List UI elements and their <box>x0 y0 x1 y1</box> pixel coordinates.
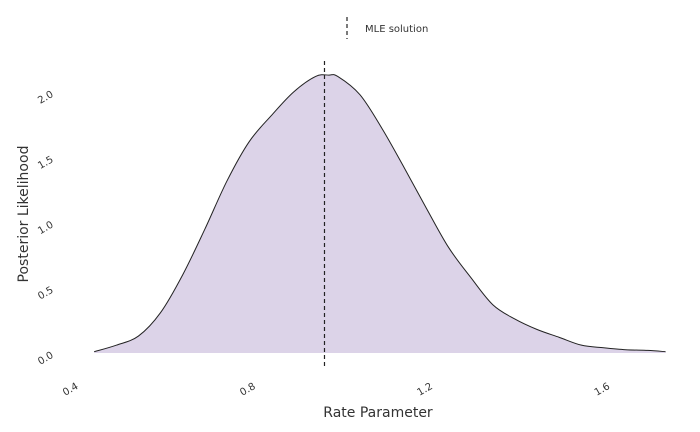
y-tick-label: 1.5 <box>36 154 55 171</box>
x-tick-label: 0.8 <box>238 381 257 398</box>
y-axis-ticks: 0.0 0.5 1.0 1.5 2.0 <box>36 89 55 367</box>
x-axis-title: Rate Parameter <box>323 405 433 421</box>
y-axis-title: Posterior Likelihood <box>16 146 32 283</box>
plot-area <box>94 58 666 366</box>
x-tick-label: 1.6 <box>593 381 612 398</box>
legend-label: MLE solution <box>365 24 428 35</box>
density-area <box>94 74 666 354</box>
x-tick-label: 0.4 <box>61 381 80 398</box>
x-tick-label: 1.2 <box>416 381 435 398</box>
x-axis-ticks: 0.4 0.8 1.2 1.6 <box>61 381 612 398</box>
legend: MLE solution <box>346 17 428 39</box>
y-tick-label: 0.5 <box>36 285 55 302</box>
y-tick-label: 0.0 <box>36 350 55 367</box>
density-line <box>94 74 666 353</box>
y-tick-label: 2.0 <box>36 89 55 106</box>
y-tick-label: 1.0 <box>36 220 55 237</box>
